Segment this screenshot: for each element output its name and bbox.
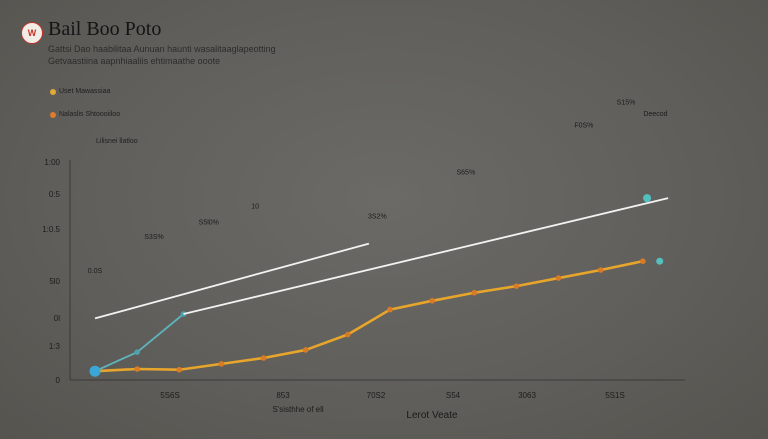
series-1-point xyxy=(471,289,478,296)
brand-logo: W xyxy=(21,22,43,44)
series-1-point xyxy=(513,283,520,289)
legend-swatch-2 xyxy=(50,111,56,118)
series-line-1 xyxy=(94,259,644,373)
legend-entry-2: Nalaslis Shtoooiiloo xyxy=(50,111,120,118)
data-annotation: S65% xyxy=(457,170,476,177)
data-annotation: S5l0% xyxy=(199,220,219,227)
legend-note: Lilisnei llatloo xyxy=(96,138,138,145)
series-1-point xyxy=(218,361,225,367)
x-axis-label-secondary: S'sisthhe of ell xyxy=(272,405,324,414)
series-1-point xyxy=(597,267,604,273)
series-1-point xyxy=(345,331,351,338)
y-tick-label: 5l0 xyxy=(49,277,60,286)
x-tick-label: 5S1S xyxy=(605,391,625,400)
x-tick-label: 5S6S xyxy=(160,391,180,400)
series-1-point xyxy=(302,347,309,353)
data-annotation: 10 xyxy=(251,203,259,210)
legend-entry-1: Uset Mawassiaa xyxy=(50,88,110,95)
legend-label-1: Uset Mawassiaa xyxy=(59,88,111,95)
chart-title: Bail Boo Poto xyxy=(48,18,162,40)
x-tick-label: S54 xyxy=(446,391,461,400)
series-1-point xyxy=(387,306,393,313)
series-1-point xyxy=(429,298,435,304)
start-marker xyxy=(89,365,101,377)
end-marker-yellow xyxy=(656,257,664,265)
legend-label-2: Nalaslis Shtoooiiloo xyxy=(59,111,121,118)
x-tick-label: 70S2 xyxy=(367,391,386,400)
end-marker-white xyxy=(643,194,652,203)
data-annotation: S15% xyxy=(617,99,636,106)
data-annotation: S3S% xyxy=(144,234,163,241)
x-tick-label: 853 xyxy=(276,391,290,400)
data-annotation: 3S2% xyxy=(368,214,387,221)
chart-subtitle-line-2: Getvaastiina aapnhiaaliis ehtimaathe ooo… xyxy=(48,56,221,66)
data-annotation: F0S% xyxy=(574,123,593,130)
series-line-3 xyxy=(183,197,669,315)
x-axis-label: Lerot Veate xyxy=(406,410,458,421)
series-line-4 xyxy=(94,242,370,320)
y-tick-label: 1:0.5 xyxy=(42,225,60,234)
y-tick-label: 0l xyxy=(54,314,60,323)
series-1-point xyxy=(640,258,646,265)
y-tick-label: 1:00 xyxy=(44,158,60,167)
data-annotation: 0.0S xyxy=(88,268,103,275)
y-tick-label: 0 xyxy=(56,376,61,385)
chart-subtitle-line-1: Gattsi Dao haabilitaa Aunuan haunti wasa… xyxy=(48,44,276,54)
series-line-2 xyxy=(94,313,185,373)
series-2-point xyxy=(134,349,140,355)
series-1-point xyxy=(260,355,267,361)
series-1-point xyxy=(555,275,562,281)
legend-swatch-1 xyxy=(50,88,56,95)
y-tick-label: 1:3 xyxy=(49,342,61,351)
y-tick-label: 0:5 xyxy=(49,190,61,199)
series-1-point xyxy=(176,366,183,373)
data-annotation: Deecod xyxy=(643,111,667,118)
series-1-point xyxy=(134,366,140,372)
x-tick-label: 3063 xyxy=(518,391,536,400)
